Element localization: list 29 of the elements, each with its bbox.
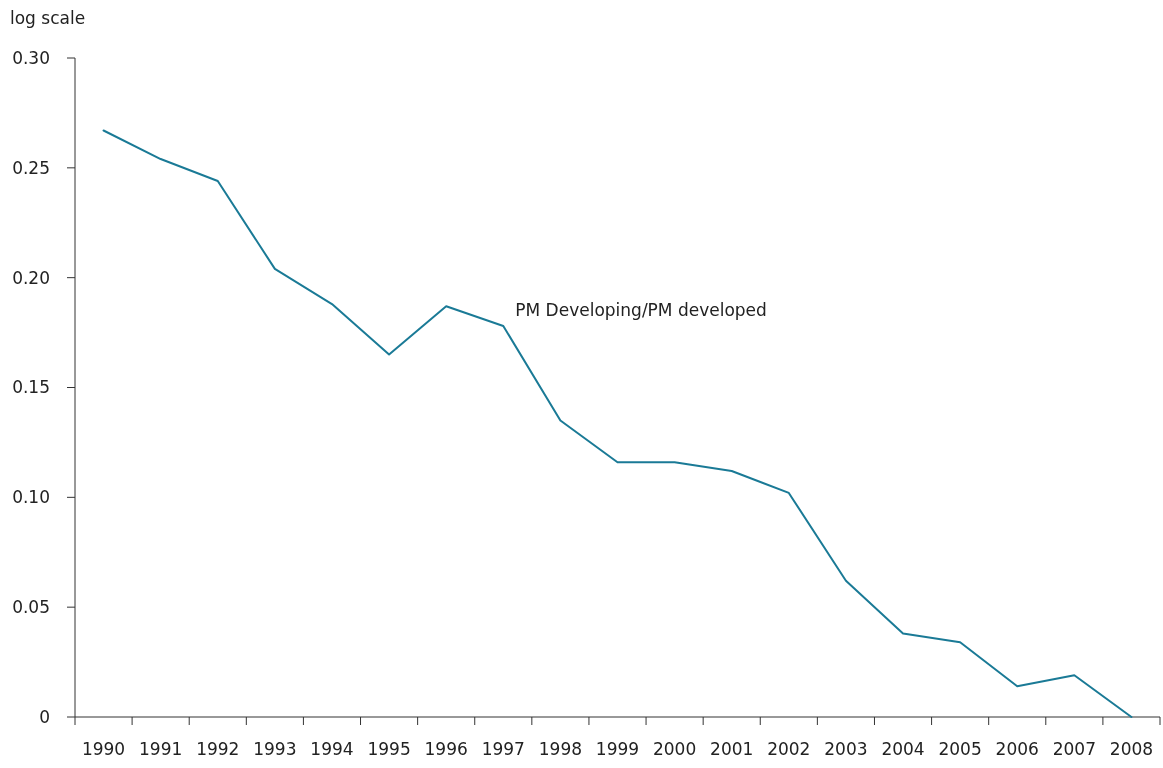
x-tick-label: 2007 <box>1052 739 1096 759</box>
x-tick-label: 1996 <box>424 739 468 759</box>
x-tick-label: 2003 <box>824 739 868 759</box>
y-tick-label: 0.20 <box>12 267 50 288</box>
x-tick-label: 2004 <box>881 739 925 759</box>
x-tick-label: 1994 <box>310 739 354 759</box>
x-tick-label: 2005 <box>938 739 982 759</box>
x-tick-label: 2002 <box>767 739 811 759</box>
y-tick-label: 0.25 <box>12 157 50 178</box>
x-tick-label: 1992 <box>196 739 240 759</box>
y-tick-label: 0.30 <box>12 47 50 68</box>
line-series <box>102 129 1133 718</box>
x-tick-label: 2000 <box>652 739 697 759</box>
x-tick-label: 1998 <box>538 739 583 759</box>
x-tick-label: 2001 <box>710 739 754 759</box>
y-tick-label: 0.15 <box>12 377 50 398</box>
x-tick-label: 1990 <box>81 739 126 759</box>
x-tick-label: 1993 <box>253 739 297 759</box>
x-tick-label: 1991 <box>139 739 183 759</box>
x-tick-label: 1999 <box>595 739 640 759</box>
x-tick-label: 2008 <box>1109 739 1154 759</box>
x-tick-label: 1995 <box>367 739 411 759</box>
x-tick-label: 2006 <box>995 739 1039 759</box>
y-tick-label: 0.05 <box>12 597 50 618</box>
y-tick-label: 0.10 <box>12 487 50 508</box>
y-axis-title: log scale <box>10 8 86 28</box>
series-label: PM Developing/PM developed <box>515 299 767 320</box>
y-tick-label: 0 <box>39 706 50 727</box>
x-tick-label: 1997 <box>481 739 525 759</box>
